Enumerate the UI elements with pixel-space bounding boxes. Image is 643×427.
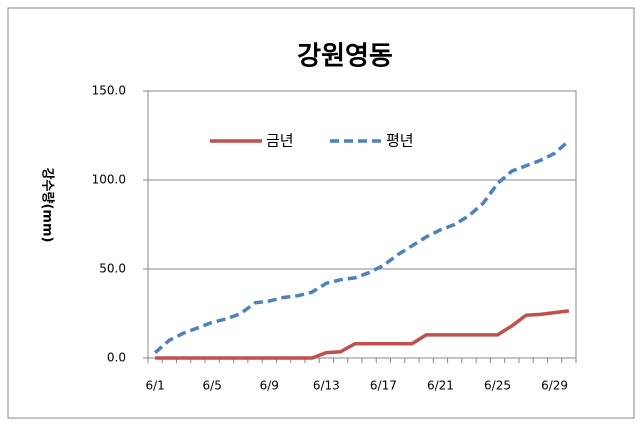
chart-title: 강원영동 <box>297 42 393 72</box>
y-tick-label: 100.0 <box>92 173 126 187</box>
x-tick-label: 6/17 <box>370 379 397 393</box>
x-tick-label: 6/29 <box>541 379 568 393</box>
x-tick-label: 6/5 <box>203 379 222 393</box>
legend-label: 평년 <box>386 132 414 150</box>
y-tick-label: 150.0 <box>92 84 126 98</box>
legend-label: 금년 <box>266 132 294 150</box>
y-tick-label: 0.0 <box>107 351 126 365</box>
x-tick-label: 6/1 <box>145 379 164 393</box>
x-tick-label: 6/9 <box>260 379 279 393</box>
data-line <box>155 309 570 360</box>
y-tick-label: 50.0 <box>99 262 126 276</box>
plot-area <box>147 90 577 359</box>
y-axis-label: 강수량(mm) <box>40 168 56 243</box>
data-line <box>153 139 571 354</box>
x-tick-label: 6/25 <box>484 379 511 393</box>
x-tick-label: 6/21 <box>427 379 454 393</box>
x-tick-label: 6/13 <box>313 379 340 393</box>
